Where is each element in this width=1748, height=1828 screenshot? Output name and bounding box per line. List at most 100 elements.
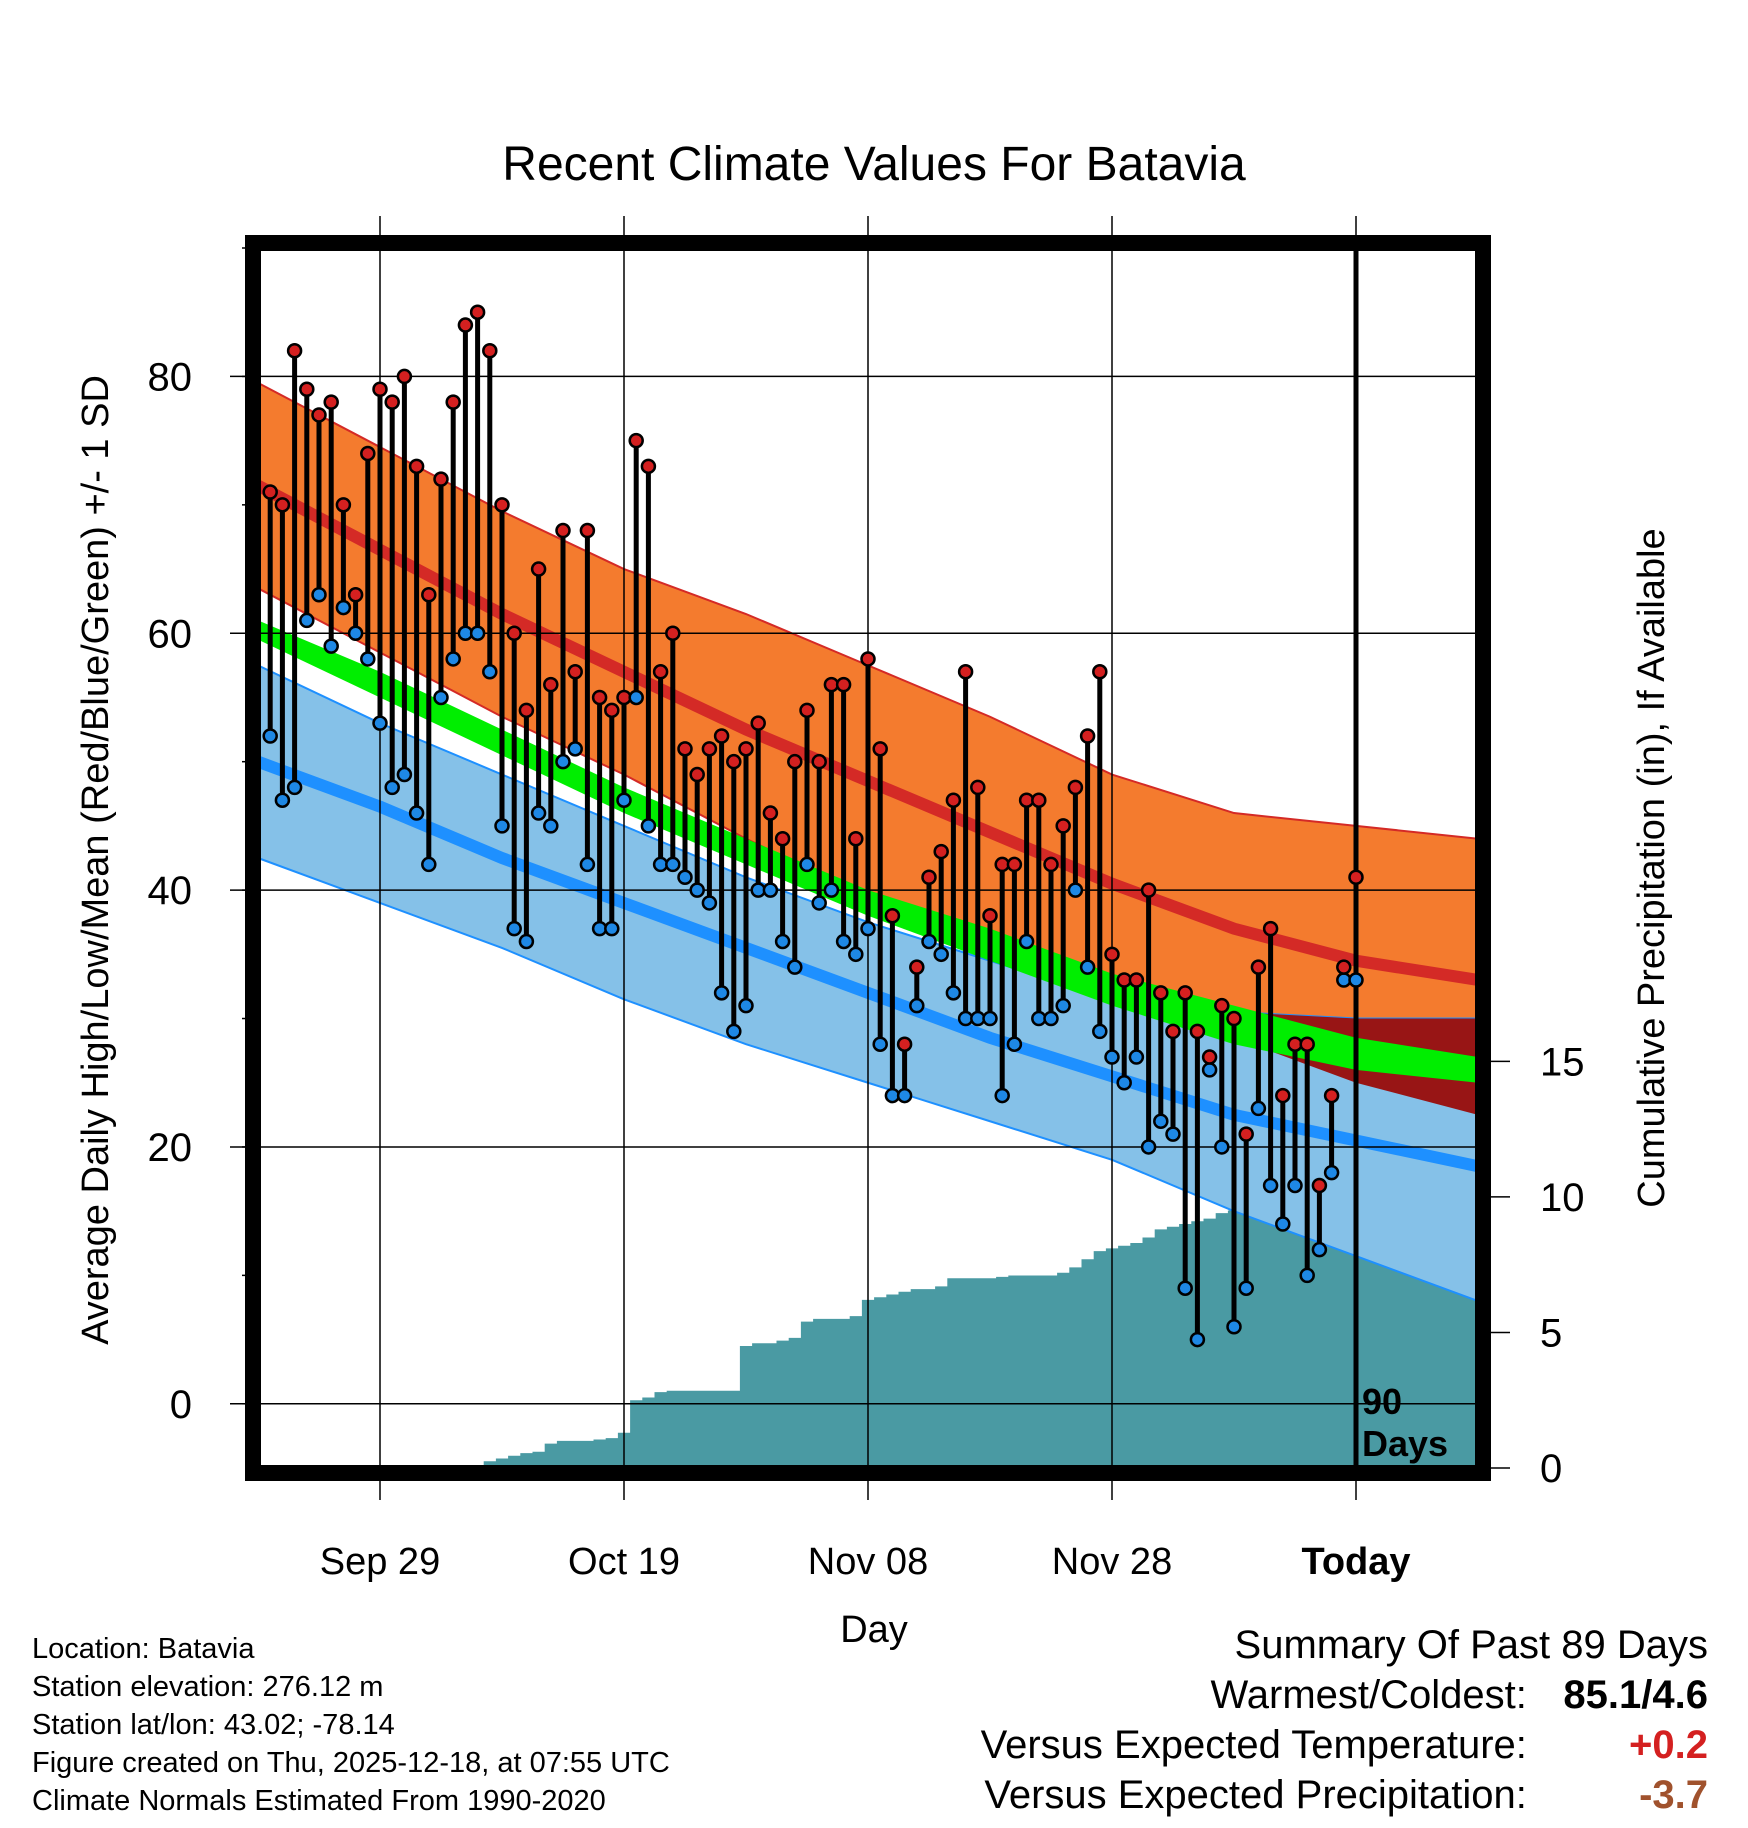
high-point <box>299 381 315 398</box>
plot-frame <box>245 235 1491 1481</box>
low-point <box>799 856 815 873</box>
warmest-value: 85.1/4.6 <box>1563 1673 1708 1717</box>
low-point <box>445 651 461 667</box>
low-point <box>982 1010 998 1027</box>
low-point <box>335 599 352 616</box>
low-point <box>1275 1216 1291 1232</box>
low-point <box>323 638 339 654</box>
low-point <box>299 612 315 629</box>
low-point <box>1092 1023 1108 1040</box>
created-text: Figure created on Thu, 2025-12-18, at 07… <box>32 1747 670 1779</box>
low-point <box>494 818 510 834</box>
low-point <box>433 689 449 706</box>
summary-temp-row: Versus Expected Temperature: +0.2 <box>981 1720 1708 1770</box>
x-tick-label: Today <box>1301 1541 1410 1583</box>
high-point <box>1031 792 1047 808</box>
normals-text: Climate Normals Estimated From 1990-2020 <box>32 1785 606 1817</box>
x-tick-label: Nov 08 <box>808 1541 928 1583</box>
low-point <box>1250 1100 1267 1117</box>
high-point <box>372 381 388 398</box>
low-point <box>311 586 327 603</box>
high-point <box>1226 1010 1242 1027</box>
low-point <box>1128 1049 1145 1065</box>
low-point <box>909 997 925 1014</box>
low-point <box>872 1036 888 1052</box>
high-point <box>677 741 693 757</box>
low-point <box>921 933 937 950</box>
high-point <box>408 458 425 475</box>
low-point <box>360 651 376 667</box>
high-point <box>1177 985 1193 1001</box>
high-point <box>1153 985 1169 1001</box>
high-point <box>689 766 705 783</box>
high-point <box>518 702 535 719</box>
low-point <box>994 1087 1010 1104</box>
y2-tick-label: 10 <box>1540 1176 1585 1220</box>
low-point <box>1067 882 1084 898</box>
low-point <box>1116 1074 1132 1091</box>
low-point <box>543 818 559 834</box>
high-point <box>933 843 949 860</box>
low-point <box>1079 959 1096 975</box>
low-point <box>555 753 571 770</box>
high-point <box>1323 1087 1340 1104</box>
low-point <box>262 728 278 744</box>
y-tick-label: 20 <box>148 1126 193 1170</box>
low-point <box>1238 1280 1254 1296</box>
y2-tick-label: 15 <box>1540 1040 1585 1084</box>
low-point <box>713 985 730 1001</box>
low-point <box>811 895 827 911</box>
high-point <box>884 908 901 924</box>
low-point <box>1189 1331 1206 1348</box>
low-point <box>616 792 632 808</box>
high-point <box>274 497 291 513</box>
high-point <box>774 830 791 847</box>
y-tick-label: 60 <box>148 612 193 656</box>
low-point <box>738 997 754 1014</box>
high-point <box>384 394 400 410</box>
high-point <box>579 522 596 539</box>
low-point <box>1311 1241 1328 1258</box>
high-point <box>1250 959 1267 975</box>
high-point <box>1092 664 1108 680</box>
high-point <box>494 497 510 513</box>
high-point <box>530 561 547 577</box>
y-tick-label: 0 <box>170 1383 192 1427</box>
high-point <box>1104 946 1120 963</box>
high-point <box>1336 959 1352 975</box>
high-point <box>1140 882 1157 898</box>
low-point <box>286 779 303 796</box>
low-point <box>1104 1049 1120 1065</box>
summary-warmest-row: Warmest/Coldest: 85.1/4.6 <box>981 1670 1709 1720</box>
precip-value: -3.7 <box>1639 1773 1708 1817</box>
latlon-text: Station lat/lon: 43.02; -78.14 <box>32 1709 395 1741</box>
high-point <box>872 741 888 757</box>
high-point <box>1275 1087 1291 1104</box>
high-point <box>665 625 681 642</box>
low-point <box>689 882 705 898</box>
location-text: Location: Batavia <box>32 1633 255 1665</box>
low-point <box>408 805 425 821</box>
high-point <box>433 471 449 487</box>
low-point <box>469 625 486 642</box>
high-point <box>762 805 779 821</box>
high-point <box>1128 972 1145 988</box>
high-point <box>726 753 742 770</box>
low-point <box>1055 997 1071 1014</box>
high-point <box>1262 920 1279 937</box>
low-point <box>1201 1062 1218 1078</box>
chart-title: Recent Climate Values For Batavia <box>502 138 1246 191</box>
low-point <box>835 933 852 950</box>
low-point <box>1006 1036 1023 1052</box>
low-point <box>1287 1177 1303 1194</box>
y2-tick-label: 5 <box>1540 1311 1562 1355</box>
high-point <box>713 728 730 744</box>
y2-axis-label: Cumulative Precipitation (in), If Availa… <box>1631 528 1673 1207</box>
high-point <box>567 664 583 680</box>
daily-dots <box>262 304 1364 1348</box>
high-point <box>970 779 986 796</box>
high-point <box>457 317 474 333</box>
low-point <box>482 664 498 680</box>
low-point <box>274 792 291 808</box>
